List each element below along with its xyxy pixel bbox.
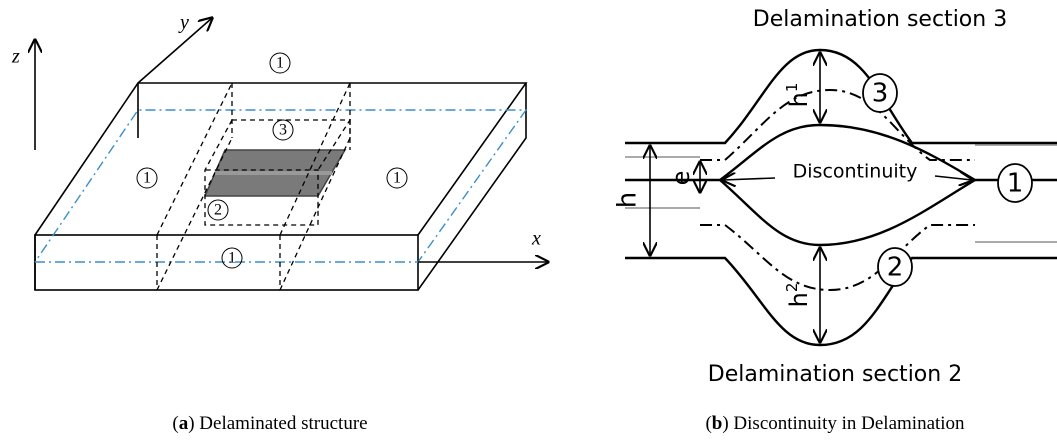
caption: (b) Discontinuity in Delamination	[705, 413, 965, 434]
caption-letter: b	[712, 413, 723, 434]
region-number: 1	[393, 170, 401, 187]
h2-base: h	[785, 292, 813, 307]
top-label: Delamination section 3	[753, 7, 1007, 32]
caption-letter: a	[179, 413, 189, 434]
caption-text: ) Discontinuity in Delamination	[722, 413, 965, 434]
panel-a: z y x 1 3 1 1 2 1	[11, 12, 548, 290]
region-number: 1	[228, 250, 236, 267]
h1-sub: 1	[783, 83, 801, 93]
caption: (a) Delaminated structure	[172, 413, 367, 434]
h1-label: h1	[783, 83, 814, 108]
region-number: 2	[887, 253, 904, 283]
outer-curves	[625, 50, 1057, 345]
discontinuity-label: Discontinuity	[793, 161, 918, 183]
caption-text: ) Delaminated structure	[188, 413, 367, 434]
axis-z: z	[11, 46, 20, 68]
panel-b: Delamination section 3 Delamination sect…	[613, 7, 1057, 387]
region-number: 2	[214, 202, 222, 219]
region-number: 3	[872, 79, 889, 109]
axis-y: y	[178, 12, 189, 34]
region-number: 1	[276, 55, 284, 72]
h2-sub: 2	[783, 283, 801, 293]
axis-x: x	[531, 228, 541, 250]
mid-dashdot	[700, 90, 975, 290]
h1-base: h	[785, 92, 813, 107]
region-number: 1	[143, 170, 151, 187]
region-number: 3	[279, 122, 287, 139]
captions: (a) Delaminated structure (b) Discontinui…	[172, 413, 965, 434]
region-number: 1	[1007, 169, 1024, 199]
h-label: h	[613, 192, 643, 208]
bottom-label: Delamination section 2	[708, 362, 962, 387]
e-label: e	[667, 171, 695, 186]
figure: z y x 131121 Delaminatio	[0, 0, 1057, 446]
